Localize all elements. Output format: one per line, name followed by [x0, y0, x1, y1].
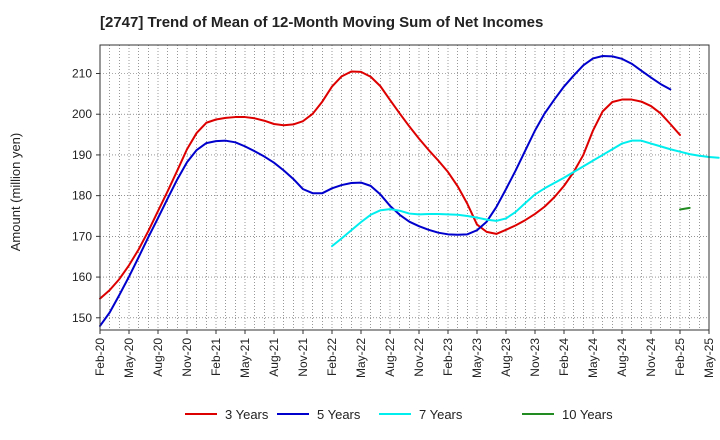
y-tick-label: 180 [72, 189, 92, 203]
x-tick-label: Nov-24 [644, 338, 658, 377]
x-tick-label: Feb-25 [673, 338, 687, 376]
x-tick-label: Aug-21 [267, 338, 281, 377]
x-tick-label: Nov-20 [180, 338, 194, 377]
y-tick-label: 160 [72, 270, 92, 284]
y-tick-label: 150 [72, 311, 92, 325]
chart-title: [2747] Trend of Mean of 12-Month Moving … [100, 14, 544, 31]
series-layer [99, 54, 720, 327]
legend: 3 Years 5 Years 7 Years 10 Years [185, 407, 613, 422]
y-tick-label: 190 [72, 148, 92, 162]
x-tick-label: Aug-23 [499, 338, 513, 377]
x-tick-label: Aug-22 [383, 338, 397, 377]
series-line-7-years [331, 139, 720, 248]
plot-frame [99, 44, 710, 331]
x-tick-label: Aug-24 [615, 338, 629, 377]
x-tick-label: May-21 [238, 338, 252, 378]
axes: 150 160 170 180 190 200 210 Feb-20 May-20 Aug-20 N… [72, 44, 716, 378]
grid [99, 45, 710, 330]
x-tick-label: Feb-24 [557, 338, 571, 376]
x-tick-label: Feb-21 [209, 338, 223, 376]
series-line-3-years [99, 70, 681, 300]
x-tick-label: Nov-22 [412, 338, 426, 377]
y-tick-label: 210 [72, 67, 92, 81]
x-tick-label: May-24 [586, 338, 600, 378]
legend-label-3-years: 3 Years [225, 407, 269, 422]
series-line-5-years [99, 54, 672, 327]
x-tick-label: Nov-21 [296, 338, 310, 377]
x-tick-label: Feb-20 [93, 338, 107, 376]
x-tick-label: Feb-22 [325, 338, 339, 376]
legend-label-5-years: 5 Years [317, 407, 361, 422]
x-tick-label: May-20 [122, 338, 136, 378]
series-line-10-years [679, 206, 691, 211]
x-tick-label: May-22 [354, 338, 368, 378]
legend-label-10-years: 10 Years [562, 407, 613, 422]
y-axis-label: Amount (million yen) [8, 133, 23, 252]
x-tick-label: May-25 [702, 338, 716, 378]
x-tick-label: Nov-23 [528, 338, 542, 377]
x-tick-label: Feb-23 [441, 338, 455, 376]
y-tick-label: 200 [72, 107, 92, 121]
y-tick-label: 170 [72, 229, 92, 243]
x-tick-label: Aug-20 [151, 338, 165, 377]
x-tick-label: May-23 [470, 338, 484, 378]
legend-label-7-years: 7 Years [419, 407, 463, 422]
